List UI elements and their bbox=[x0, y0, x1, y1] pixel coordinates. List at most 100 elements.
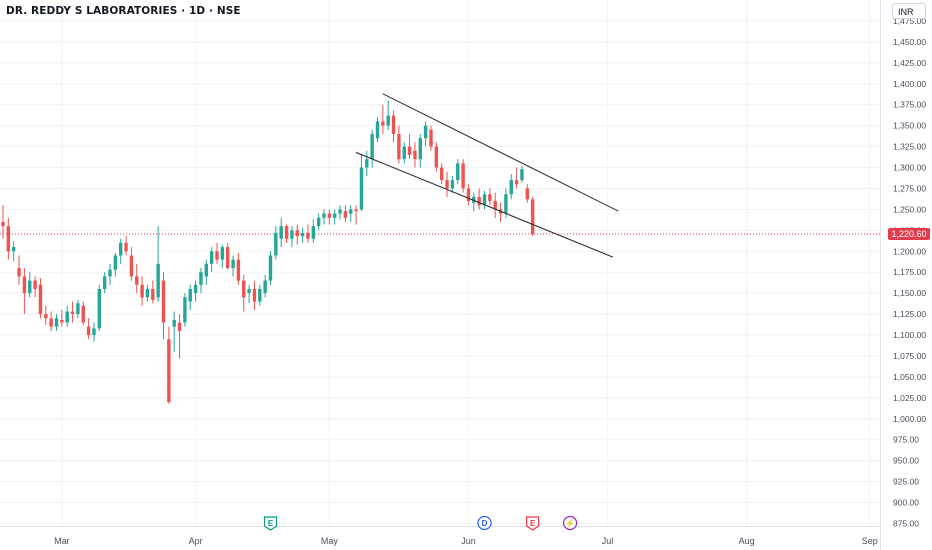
candle-body bbox=[450, 180, 455, 189]
last-price-label: 1,220.60 bbox=[888, 228, 930, 241]
candle-body bbox=[199, 272, 203, 285]
candle-body bbox=[12, 247, 16, 252]
candle-body bbox=[440, 167, 444, 181]
candle-body bbox=[504, 194, 508, 214]
candle-body bbox=[284, 226, 289, 239]
y-tick-label: 1,075.00 bbox=[893, 351, 926, 361]
event-marker-icon[interactable] bbox=[562, 515, 578, 531]
y-tick-label: 900.00 bbox=[893, 498, 919, 508]
candle-body bbox=[226, 247, 230, 269]
candle-body bbox=[316, 217, 321, 227]
candle-body bbox=[183, 297, 187, 323]
candle-body bbox=[236, 259, 241, 281]
candle-body bbox=[97, 288, 101, 329]
candle-body bbox=[279, 226, 283, 239]
candle-body bbox=[397, 134, 401, 160]
candle-body bbox=[81, 305, 85, 323]
event-marker-label: E bbox=[268, 519, 274, 528]
candle-body bbox=[252, 288, 257, 302]
y-tick-label: 1,350.00 bbox=[893, 121, 926, 131]
event-marker-icon[interactable] bbox=[526, 516, 540, 531]
y-tick-label: 1,425.00 bbox=[893, 58, 926, 68]
candle-body bbox=[220, 247, 225, 260]
candle-body bbox=[86, 326, 91, 336]
candle-body bbox=[247, 288, 251, 294]
x-tick-label: Mar bbox=[54, 536, 70, 546]
candle-body bbox=[33, 280, 37, 289]
candle-body bbox=[124, 242, 128, 252]
chart-title: DR. REDDY S LABORATORIES · 1D · NSE bbox=[6, 5, 241, 17]
candle-body bbox=[322, 213, 326, 218]
candle-body bbox=[268, 255, 273, 281]
y-tick-label: 1,400.00 bbox=[893, 79, 926, 89]
candle-body bbox=[22, 276, 27, 294]
candle-body bbox=[445, 180, 449, 189]
candle-body bbox=[193, 284, 198, 294]
x-tick-label: Sep bbox=[862, 536, 878, 546]
y-tick-label: 1,175.00 bbox=[893, 267, 926, 277]
y-tick-label: 1,025.00 bbox=[893, 393, 926, 403]
candle-body bbox=[520, 169, 524, 181]
candle-body bbox=[327, 213, 332, 218]
candle-body bbox=[263, 280, 267, 294]
x-tick-label: Jul bbox=[602, 536, 614, 546]
candle-body bbox=[177, 322, 182, 331]
y-tick-label: 975.00 bbox=[893, 435, 919, 445]
currency-selector[interactable]: INR bbox=[892, 3, 926, 19]
candle-body bbox=[413, 150, 417, 160]
candle-body bbox=[493, 201, 497, 210]
y-tick-label: 1,150.00 bbox=[893, 288, 926, 298]
candle-body bbox=[188, 288, 192, 302]
trendline[interactable] bbox=[382, 93, 619, 212]
y-tick-label: 1,275.00 bbox=[893, 183, 926, 193]
candle-body bbox=[349, 209, 353, 214]
candle-body bbox=[354, 209, 358, 212]
candle-body bbox=[306, 232, 310, 239]
y-tick-label: 1,300.00 bbox=[893, 163, 926, 173]
candle-body bbox=[167, 339, 171, 403]
candle-body bbox=[418, 138, 422, 160]
y-tick-label: 925.00 bbox=[893, 477, 919, 487]
trendline[interactable] bbox=[355, 151, 614, 258]
candle-body bbox=[172, 319, 176, 327]
candle-body bbox=[65, 311, 69, 323]
candle-body bbox=[375, 121, 380, 139]
candle-body bbox=[44, 314, 48, 319]
candle-body bbox=[274, 232, 278, 256]
y-tick-label: 875.00 bbox=[893, 518, 919, 528]
candle-body bbox=[461, 163, 465, 189]
candle-body bbox=[509, 180, 513, 195]
candle-body bbox=[482, 194, 487, 206]
candle-body bbox=[151, 288, 155, 300]
event-marker-icon[interactable] bbox=[477, 515, 492, 531]
event-marker-icon[interactable] bbox=[263, 516, 278, 531]
candle-body bbox=[402, 146, 406, 160]
candle-body bbox=[129, 255, 134, 277]
candle-body bbox=[49, 318, 53, 327]
y-tick-label: 950.00 bbox=[893, 456, 919, 466]
y-tick-label: 1,325.00 bbox=[893, 142, 926, 152]
candle-body bbox=[258, 288, 262, 302]
y-tick-label: 1,475.00 bbox=[893, 16, 926, 26]
candle-body bbox=[204, 263, 208, 277]
candle-body bbox=[231, 259, 235, 269]
event-marker-label: D bbox=[482, 519, 488, 528]
candle-body bbox=[386, 115, 390, 126]
candle-body bbox=[102, 276, 107, 289]
candle-body bbox=[381, 121, 385, 126]
candle-body bbox=[28, 280, 32, 294]
candle-body bbox=[343, 211, 348, 218]
candle-body bbox=[466, 188, 471, 202]
candle-body bbox=[365, 159, 369, 168]
candle-body bbox=[108, 269, 112, 277]
candle-body bbox=[6, 226, 11, 252]
event-marker-label: ⚡ bbox=[565, 518, 575, 528]
candle-body bbox=[429, 129, 433, 147]
candle-body bbox=[70, 311, 75, 315]
candle-body bbox=[472, 196, 476, 203]
y-tick-label: 1,250.00 bbox=[893, 204, 926, 214]
event-marker-label: E bbox=[530, 519, 536, 528]
candle-body bbox=[514, 180, 519, 185]
candle-body bbox=[300, 232, 305, 237]
